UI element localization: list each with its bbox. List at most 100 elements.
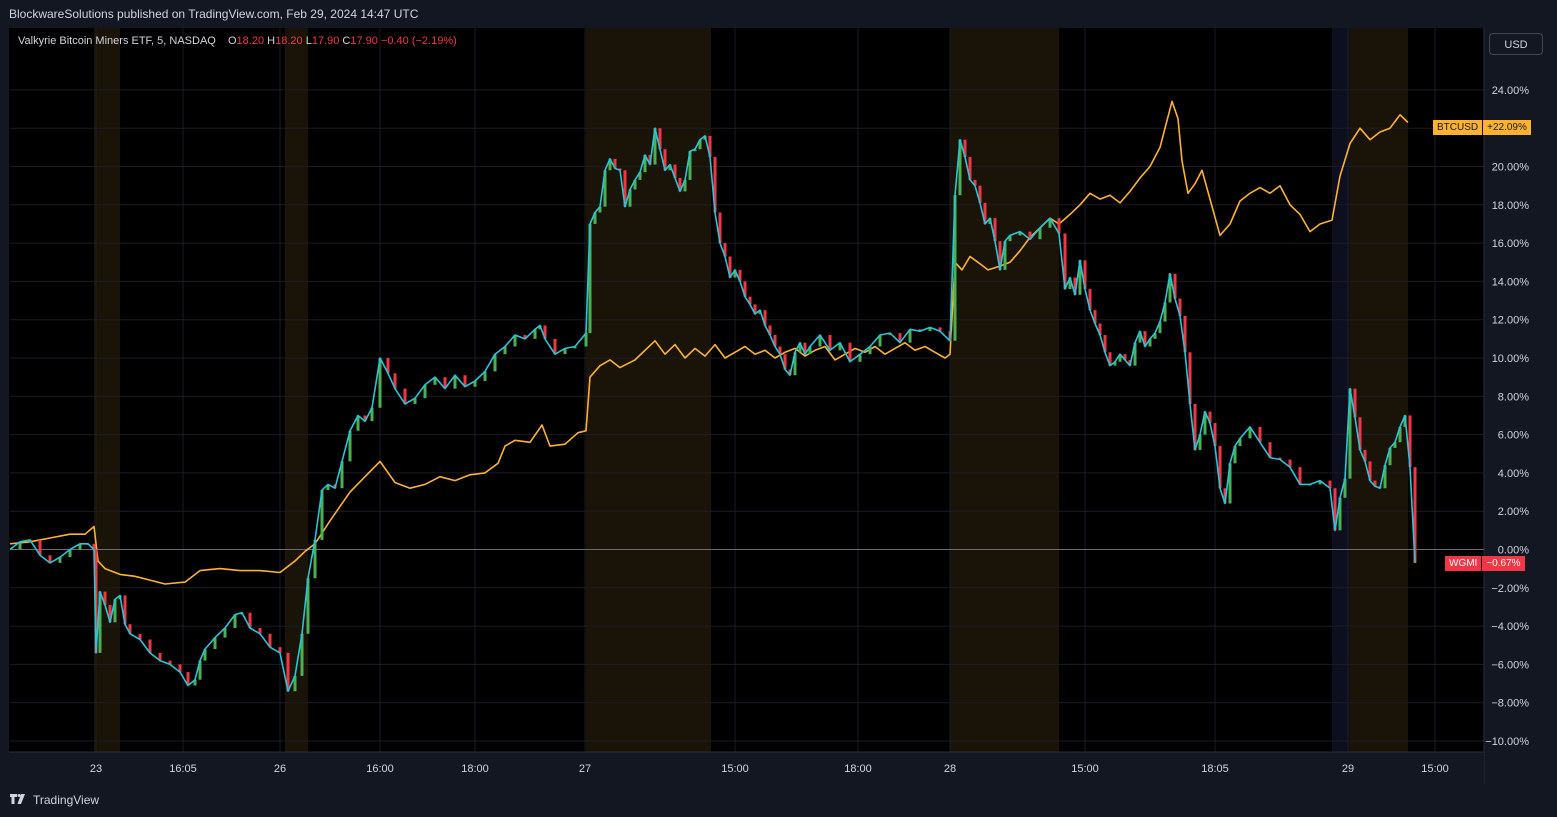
tradingview-logo[interactable]: TradingView — [10, 793, 99, 807]
wgmi-candle — [1038, 227, 1042, 240]
wgmi-candle — [1088, 289, 1092, 311]
wgmi-candle — [793, 352, 797, 376]
tradingview-brand-text: TradingView — [33, 793, 100, 807]
wgmi-candle — [798, 342, 802, 353]
wgmi-candle — [543, 325, 547, 339]
price-axis-label: 24.00% — [1492, 85, 1530, 97]
wgmi-candle — [503, 346, 507, 355]
wgmi-candle — [68, 549, 72, 558]
wgmi-candle — [1348, 388, 1352, 479]
legend-close-label: C — [342, 35, 351, 47]
time-axis-label: 15:00 — [1071, 763, 1099, 775]
wgmi-candle — [673, 164, 677, 178]
wgmi-candle — [1098, 323, 1102, 336]
wgmi-candle — [803, 342, 807, 355]
session-bands — [94, 28, 1408, 752]
wgmi-candle — [443, 377, 447, 389]
time-axis[interactable] — [9, 752, 1484, 784]
btcusd-price-tag: BTCUSD +22.09% — [1433, 120, 1531, 135]
wgmi-candle — [363, 415, 367, 422]
wgmi-candle — [1213, 423, 1217, 447]
price-axis-labels: 24.00%22.00%20.00%18.00%16.00%14.00%12.0… — [1485, 85, 1529, 748]
time-axis-label: 15:00 — [721, 763, 749, 775]
wgmi-candle — [1358, 417, 1362, 450]
wgmi-candle — [1118, 354, 1122, 362]
wgmi-candle — [1093, 310, 1097, 324]
currency-button[interactable]: USD — [1489, 33, 1543, 55]
wgmi-candle — [523, 335, 527, 339]
wgmi-candle — [643, 155, 647, 173]
wgmi-candle — [973, 179, 977, 186]
wgmi-candle — [1073, 277, 1077, 295]
wgmi-candle — [848, 342, 852, 362]
wgmi-candle — [258, 628, 262, 634]
price-axis-label: 10.00% — [1492, 353, 1530, 365]
wgmi-candle — [1398, 426, 1402, 443]
wgmi-candle — [678, 177, 682, 192]
price-axis[interactable] — [1484, 28, 1557, 784]
wgmi-candle — [593, 212, 597, 224]
wgmi-candle — [748, 296, 752, 305]
wgmi-candle — [1228, 463, 1232, 504]
price-axis-label: 8.00% — [1498, 391, 1529, 403]
price-axis-label: 6.00% — [1498, 430, 1529, 442]
btcusd-tag-value: +22.09% — [1482, 120, 1531, 135]
wgmi-candle — [818, 335, 822, 347]
legend: Valkyrie Bitcoin Miners ETF, 5, NASDAQ O… — [18, 35, 457, 47]
wgmi-candle — [386, 358, 390, 374]
wgmi-candle — [693, 149, 697, 152]
wgmi-candle — [403, 388, 407, 404]
wgmi-candle — [1393, 442, 1397, 449]
time-axis-label: 27 — [579, 763, 591, 775]
wgmi-candle — [958, 139, 962, 196]
wgmi-candle — [1048, 218, 1052, 228]
price-axis-label: 20.00% — [1492, 162, 1530, 174]
wgmi-candle — [378, 358, 382, 408]
wgmi-candle — [978, 185, 982, 203]
wgmi-candle — [148, 639, 152, 653]
wgmi-candle — [108, 605, 112, 623]
price-axis-label: −8.00% — [1491, 698, 1529, 710]
wgmi-candle — [1008, 235, 1012, 242]
wgmi-candle — [213, 637, 217, 650]
wgmi-candle — [1223, 488, 1227, 504]
wgmi-candle — [858, 354, 862, 362]
price-axis-label: 2.00% — [1498, 506, 1529, 518]
price-axis-label: 0.00% — [1498, 545, 1529, 557]
wgmi-candle — [838, 342, 842, 351]
wgmi-candle — [763, 310, 767, 326]
publisher-bar: BlockwareSolutions published on TradingV… — [0, 0, 1557, 28]
wgmi-candle — [623, 170, 627, 207]
session-band — [950, 28, 1059, 752]
wgmi-candle — [463, 375, 467, 387]
price-axis-label: −6.00% — [1491, 659, 1529, 671]
wgmi-candle — [348, 430, 352, 462]
wgmi-candle — [320, 490, 324, 540]
time-axis-label: 26 — [274, 763, 286, 775]
wgmi-candle — [1258, 426, 1262, 443]
wgmi-candle — [1198, 434, 1202, 450]
session-band — [94, 28, 120, 752]
price-axis-label: 18.00% — [1492, 200, 1530, 212]
footer-bar: TradingView — [0, 784, 1557, 817]
wgmi-candle — [423, 384, 427, 399]
price-axis-label: −2.00% — [1491, 583, 1529, 595]
plot-area[interactable] — [9, 28, 1484, 752]
wgmi-candle — [198, 660, 202, 680]
wgmi-candle — [94, 549, 98, 653]
time-axis-label: 16:00 — [366, 763, 394, 775]
wgmi-candle — [998, 241, 1002, 270]
wgmi-candle — [293, 675, 297, 692]
wgmi-candle — [300, 633, 304, 676]
series-btcusd — [9, 100, 1409, 585]
price-axis-label: 14.00% — [1492, 276, 1530, 288]
legend-low-label: L — [305, 35, 312, 47]
wgmi-candle — [1063, 233, 1067, 290]
premarket-band — [1332, 28, 1350, 752]
wgmi-candle — [178, 664, 182, 673]
wgmi-candle — [1328, 480, 1332, 489]
wgmi-candle — [668, 164, 672, 171]
time-axis-label: 16:05 — [169, 763, 197, 775]
wgmi-candle — [103, 591, 107, 606]
